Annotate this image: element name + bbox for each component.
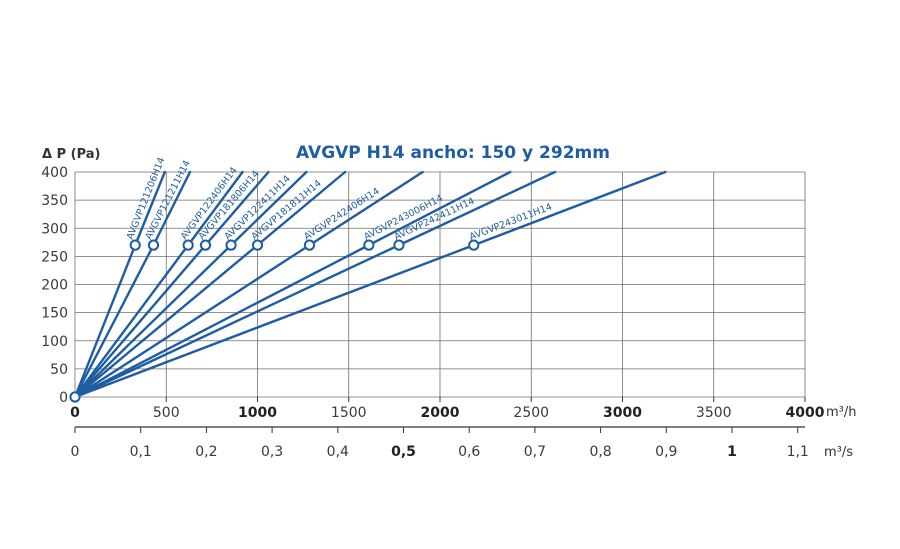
origin-marker: [69, 391, 81, 403]
x-tick-label: 1000: [238, 405, 277, 421]
y-tick-label: 150: [41, 306, 68, 322]
series-marker: [251, 239, 264, 251]
series-marker: [468, 239, 480, 251]
x2-tick-label: 0,3: [261, 444, 283, 460]
series-marker: [363, 239, 375, 251]
x-tick-label: 3500: [696, 405, 732, 421]
series-marker: [225, 239, 237, 251]
x2-tick-label: 0: [71, 444, 80, 460]
x-axis-unit-m3s: m³/s: [824, 445, 853, 460]
y-tick-label: 300: [41, 221, 68, 237]
x-tick-label: 2000: [421, 405, 460, 421]
x2-tick-label: 1,1: [787, 444, 809, 460]
x2-tick-label: 0,4: [327, 444, 349, 460]
series-marker: [182, 239, 194, 251]
x-tick-label: 3000: [603, 405, 642, 421]
y-tick-label: 50: [50, 362, 68, 378]
x2-tick-label: 0,9: [655, 444, 677, 460]
x2-tick-label: 0,6: [458, 444, 480, 460]
series-markers: [69, 239, 480, 403]
y-tick-label: 250: [41, 249, 68, 265]
x2-tick-label: 0,7: [524, 444, 546, 460]
series-marker: [129, 239, 141, 251]
grid: [74, 171, 806, 398]
y-tick-label: 0: [59, 390, 68, 406]
y-tick-label: 350: [41, 193, 68, 209]
x2-tick-label: 0,1: [130, 444, 152, 460]
series-marker: [199, 239, 212, 251]
series-marker: [303, 239, 316, 251]
chart-title: AVGVP H14 ancho: 150 y 292mm: [296, 143, 610, 163]
y-axis-label: Δ P (Pa): [42, 147, 100, 162]
x2-tick-label: 1: [727, 444, 737, 460]
series-marker: [393, 239, 405, 251]
x-tick-label: 4000: [786, 405, 825, 421]
x-tick-label: 0: [70, 405, 80, 421]
x-tick-label: 500: [153, 405, 180, 421]
series-marker: [147, 239, 160, 251]
x-axis-unit-m3h: m³/h: [826, 405, 857, 420]
x-tick-label: 2500: [513, 405, 549, 421]
series-labels: AVGVP121206H14AVGVP121211H14AVGVP122406H…: [125, 156, 554, 243]
y-tick-label: 200: [41, 278, 68, 294]
y-tick-label: 400: [41, 165, 68, 181]
x2-tick-label: 0,2: [195, 444, 217, 460]
x-tick-label: 1500: [331, 405, 367, 421]
y-tick-label: 100: [41, 334, 68, 350]
x2-tick-label: 0,5: [391, 444, 416, 460]
x2-tick-label: 0,8: [589, 444, 611, 460]
